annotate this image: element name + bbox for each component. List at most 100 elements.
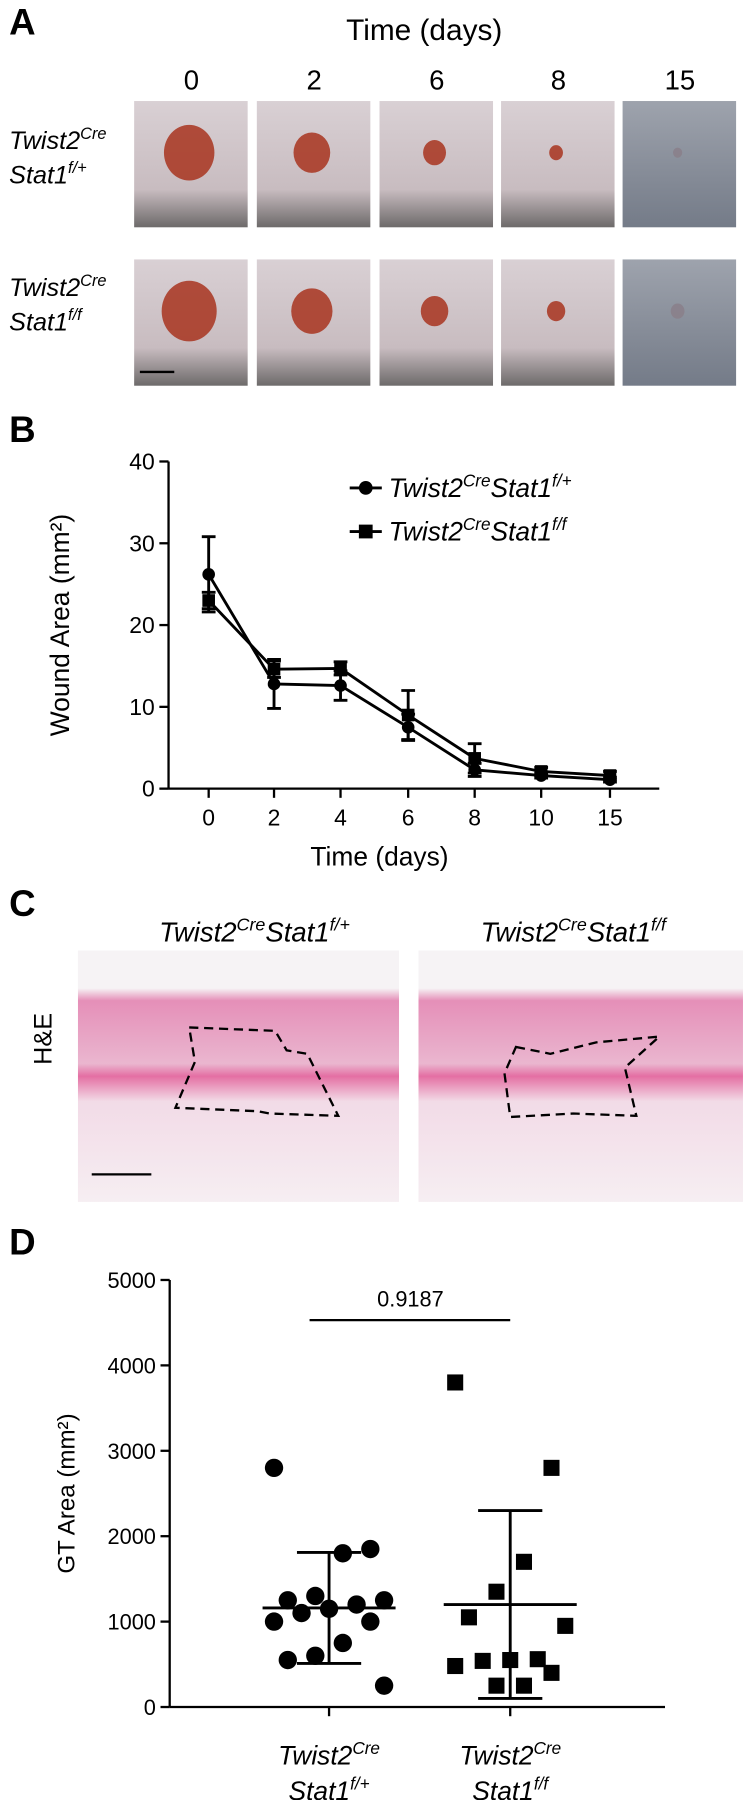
y-tick-label: 1000: [107, 1610, 155, 1635]
genotype-label: Stat1f/f: [472, 1773, 550, 1800]
data-point: [543, 1664, 560, 1681]
superscript: f/+: [68, 159, 87, 177]
column-label: 6: [429, 65, 444, 96]
genotype-label: Twist2Cre: [9, 125, 106, 155]
gene: Twist2: [9, 127, 80, 155]
x-tick-label: 4: [334, 804, 347, 830]
panel-letter: D: [9, 1222, 35, 1263]
data-point: [278, 1591, 297, 1610]
data-point: [374, 1676, 394, 1695]
gene: Twist2: [481, 916, 558, 947]
wound-photo: [622, 259, 737, 386]
wound: [420, 295, 449, 327]
marker: [534, 765, 548, 778]
marker: [267, 677, 281, 691]
wound: [670, 303, 685, 319]
y-tick-label: 2000: [107, 1524, 155, 1549]
marker: [267, 662, 281, 676]
series-line: [207, 599, 611, 777]
marker: [334, 662, 347, 675]
sd-bar: [296, 1550, 362, 1665]
panel-letter: A: [9, 1, 35, 42]
wound: [291, 288, 333, 334]
wound: [163, 124, 215, 181]
genotype-label: Twist2Cre: [278, 1738, 380, 1771]
outline: [503, 1035, 663, 1119]
gene: Twist2: [9, 274, 80, 302]
superscript: Cre: [463, 470, 491, 490]
data-point: [447, 1657, 464, 1675]
superscript: Cre: [80, 272, 106, 290]
gene: Stat1: [472, 1776, 534, 1800]
genotype-label: Stat1f/f: [9, 306, 83, 336]
y-axis-label: Wound Area (mm²): [45, 514, 75, 736]
gene: Stat1: [9, 161, 68, 189]
x-axis-label: Time (days): [310, 842, 448, 872]
superscript: f/f: [68, 306, 83, 324]
genotype-label: Stat1f/+: [289, 1773, 370, 1800]
data-point: [529, 1651, 546, 1668]
superscript: Cre: [352, 1738, 380, 1758]
superscript: Cre: [237, 914, 266, 934]
data-point: [474, 1652, 491, 1669]
superscript: f/f: [534, 1773, 551, 1793]
superscript: f/f: [651, 914, 668, 934]
marker: [202, 568, 215, 581]
wound: [549, 145, 563, 161]
marker: [202, 594, 215, 607]
column-label: 8: [551, 65, 566, 96]
marker: [401, 708, 415, 722]
x-tick-label: 0: [202, 804, 215, 830]
data-point: [488, 1583, 505, 1600]
gene: Stat1: [289, 1776, 351, 1800]
x-tick-label: 8: [468, 804, 481, 830]
data-point: [515, 1677, 533, 1694]
gene: Twist2: [159, 916, 236, 947]
gene: Twist2: [278, 1740, 353, 1770]
data-point: [361, 1612, 380, 1631]
y-tick-label: 40: [129, 449, 155, 475]
column-label: 15: [665, 65, 696, 96]
panel-letter: C: [9, 883, 35, 924]
wound-photo: [501, 259, 615, 386]
marker: [334, 679, 347, 692]
panel-a-title: Time (days): [346, 14, 502, 47]
genotype-label: Twist2CreStat1f/f: [389, 514, 569, 547]
wound: [423, 140, 447, 166]
gene: Twist2: [459, 1740, 534, 1770]
y-tick-label: 10: [129, 694, 155, 720]
gene: Stat1: [587, 916, 651, 947]
y-tick-label: 4000: [107, 1353, 155, 1378]
data-point: [447, 1374, 464, 1391]
genotype-label: Twist2CreStat1f/+: [159, 914, 350, 947]
data-point: [347, 1595, 366, 1614]
x-tick-label: 2: [268, 804, 281, 830]
genotype-label: Twist2Cre: [9, 272, 106, 302]
x-tick-label: 15: [597, 804, 623, 830]
superscript: Cre: [80, 125, 106, 143]
wound-photo: [501, 101, 615, 228]
stain-label: H&E: [30, 1013, 58, 1065]
genotype-label: Twist2CreStat1f/f: [481, 914, 668, 947]
y-tick-label: 30: [129, 530, 155, 556]
sd-bar: [478, 1509, 543, 1700]
y-tick-label: 5000: [107, 1268, 155, 1293]
p-value: 0.9187: [377, 1286, 444, 1311]
wound: [546, 300, 566, 322]
superscript: f/f: [552, 514, 569, 534]
genotype-label: Twist2Cre: [459, 1738, 561, 1771]
gene: Stat1: [9, 308, 68, 336]
superscript: Cre: [558, 914, 587, 934]
data-point: [306, 1646, 325, 1665]
data-point: [264, 1612, 284, 1631]
superscript: f/+: [330, 914, 350, 934]
panel-letter: B: [9, 409, 35, 450]
gene: Stat1: [265, 916, 329, 947]
x-tick-label: 6: [402, 804, 415, 830]
gene: Stat1: [490, 473, 552, 503]
superscript: f/+: [350, 1773, 370, 1793]
outline: [173, 1026, 341, 1118]
data-point: [543, 1459, 560, 1476]
genotype-label: Twist2CreStat1f/+: [389, 470, 572, 503]
